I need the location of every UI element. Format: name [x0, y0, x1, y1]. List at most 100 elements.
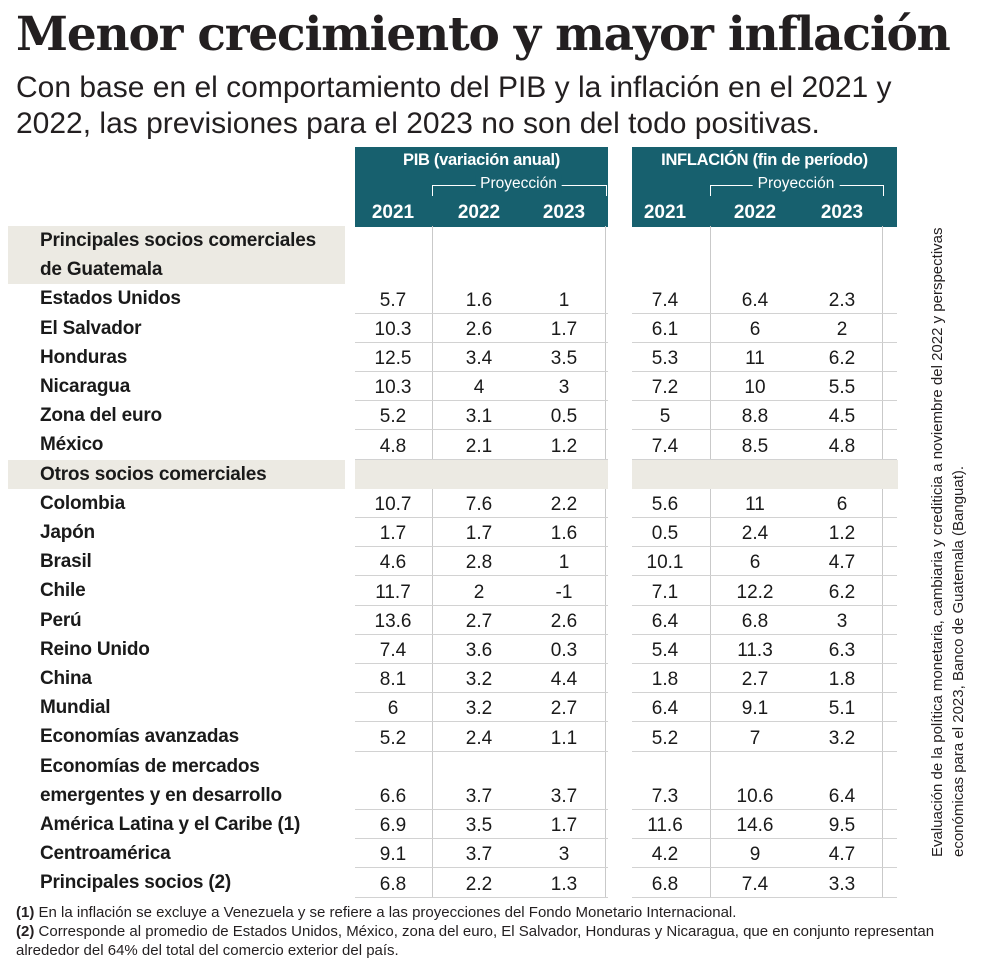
inflacion-value: 6.2 — [828, 348, 856, 369]
page-subtitle: Con base en el comportamiento del PIB y … — [16, 71, 892, 140]
row-separator — [632, 371, 897, 372]
row-separator — [632, 692, 897, 694]
row-label: Nicaragua — [40, 376, 131, 397]
row-label: Reino Unido — [40, 638, 150, 660]
row-separator — [355, 458, 608, 460]
column-divider — [432, 226, 433, 897]
pib-value: 2.4 — [465, 727, 493, 749]
pib-value: 1.6 — [550, 523, 578, 545]
pib-value: 7.6 — [465, 494, 493, 515]
inflacion-value: 4.7 — [828, 552, 856, 574]
row-label: Colombia — [40, 492, 125, 514]
pib-value: 10.3 — [374, 377, 412, 399]
inflacion-value: 7.4 — [651, 289, 679, 311]
pib-value: 2.7 — [465, 610, 493, 632]
row-separator — [632, 896, 897, 898]
column-divider — [605, 226, 606, 897]
pib-value: 6.6 — [379, 786, 407, 807]
pib-value: 2.2 — [550, 494, 578, 515]
inflacion-value: 6 — [749, 318, 761, 340]
pib-value: 3.2 — [465, 698, 493, 720]
row-label: Brasil — [40, 551, 92, 573]
row-label: China — [40, 668, 92, 689]
inflacion-value: 5.5 — [828, 377, 856, 399]
pib-value: 1.3 — [550, 873, 578, 895]
row-separator — [632, 341, 897, 343]
year-label: 2022 — [457, 202, 501, 223]
row-label: Economías de mercados emergentes y en de… — [40, 755, 282, 806]
inflacion-value: 2.7 — [741, 669, 769, 691]
inflacion-value: 2.4 — [741, 523, 769, 545]
row-separator — [355, 575, 608, 577]
row-separator — [632, 867, 897, 869]
row-label: Zona del euro — [40, 405, 162, 427]
pib-value: 9.1 — [379, 844, 407, 866]
row-separator — [632, 663, 897, 664]
row-separator — [355, 692, 608, 694]
inflacion-value: 7.4 — [741, 873, 769, 895]
pib-value: 3 — [558, 377, 570, 399]
inflacion-value: 5.4 — [651, 640, 679, 661]
pib-value: 6 — [387, 698, 399, 720]
year-label: 2023 — [820, 202, 864, 223]
inflacion-value: 7 — [749, 727, 761, 749]
row-separator — [632, 604, 897, 606]
pib-value: 1.7 — [465, 523, 493, 545]
inflacion-value: 1.8 — [828, 669, 856, 691]
pib-value: 2.6 — [465, 318, 493, 340]
pib-value: 4.6 — [379, 552, 407, 574]
pib-value: 8.1 — [379, 669, 407, 691]
row-separator — [632, 633, 897, 635]
row-separator — [632, 400, 897, 402]
row-separator — [632, 429, 897, 431]
inflacion-value: 3.2 — [828, 727, 856, 749]
pib-value: 1.7 — [550, 815, 578, 837]
row-label: Principales socios (2) — [40, 872, 231, 894]
row-label: México — [40, 434, 104, 456]
row-separator — [632, 312, 897, 314]
inflacion-value: 3 — [836, 610, 848, 632]
column-divider — [882, 226, 883, 897]
pib-value: 4.4 — [550, 669, 578, 691]
inflacion-value: 4.7 — [828, 844, 856, 866]
pib-value: 1 — [558, 552, 570, 574]
row-label: El Salvador — [40, 317, 142, 339]
year-label: 2022 — [733, 202, 777, 223]
row-label: Honduras — [40, 346, 128, 368]
pib-value: 2.2 — [465, 873, 493, 895]
row-separator — [632, 546, 897, 548]
pib-value: 4.8 — [379, 435, 407, 457]
inflacion-value: 5 — [659, 406, 671, 428]
pib-value: 5.2 — [379, 406, 407, 428]
pib-value: 3.6 — [465, 640, 493, 661]
inflacion-value: 5.1 — [828, 698, 856, 720]
inflacion-value: 6.2 — [828, 581, 856, 603]
group-title: INFLACIÓN (fin de período) — [661, 151, 868, 169]
row-label: Economías avanzadas — [40, 726, 239, 748]
pib-value: 3.4 — [465, 348, 493, 369]
inflacion-value: 2.3 — [828, 289, 856, 311]
inflacion-value: 7.4 — [651, 435, 679, 457]
pib-value: 2.7 — [550, 698, 578, 720]
row-separator — [355, 429, 608, 431]
pib-value: 2.6 — [550, 610, 578, 632]
row-separator — [355, 371, 608, 372]
inflacion-value: 9 — [749, 844, 761, 866]
row-separator — [355, 546, 608, 548]
projection-label: Proyección — [475, 175, 562, 193]
pib-value: -1 — [555, 581, 573, 603]
row-separator — [355, 896, 608, 898]
source-note: Evaluación de la política monetaria, cam… — [929, 227, 967, 858]
section-title: Principales socios comerciales de Guatem… — [40, 230, 316, 281]
page-title: Menor crecimiento y mayor inflación — [16, 7, 951, 62]
pib-value: 3.1 — [465, 406, 493, 428]
inflacion-value: 6.4 — [651, 610, 679, 632]
pib-value: 1 — [558, 289, 570, 311]
pib-value: 5.7 — [379, 289, 407, 311]
column-divider — [710, 226, 711, 897]
inflacion-value: 14.6 — [736, 815, 774, 837]
footnote-mark: (2) — [16, 923, 35, 940]
pib-value: 5.2 — [379, 727, 407, 749]
row-label: Centroamérica — [40, 843, 171, 865]
pib-value: 7.4 — [379, 640, 407, 661]
